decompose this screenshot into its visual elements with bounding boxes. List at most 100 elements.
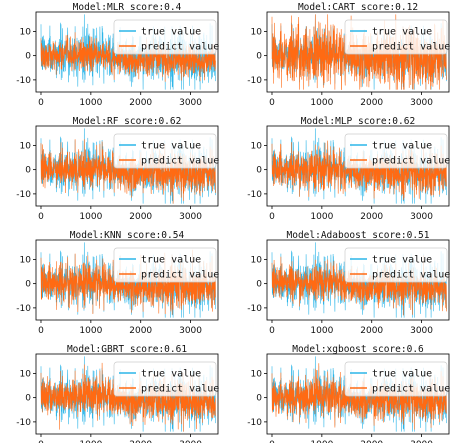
- predict-value-line: [271, 255, 447, 316]
- x-tick-label: 2000: [360, 212, 383, 222]
- x-tick-label: 0: [38, 440, 44, 443]
- legend-label: true value: [372, 369, 432, 380]
- legend-box: [113, 19, 217, 55]
- x-tick-label: 1000: [310, 212, 333, 222]
- y-tick-label: 0: [25, 52, 31, 62]
- x-tick-label: 3000: [410, 440, 433, 443]
- y-tick-label: 10: [251, 255, 263, 265]
- x-tick-label: 0: [38, 98, 44, 108]
- legend: true value predict value: [113, 247, 219, 283]
- subplot-title: Model:Adaboost score:0.51: [287, 230, 430, 241]
- y-tick-label: -10: [16, 76, 31, 86]
- y-tick-label: -10: [16, 304, 31, 314]
- y-tick-label: 10: [20, 27, 32, 37]
- legend-box: [344, 247, 448, 283]
- legend-label: predict value: [141, 384, 219, 395]
- x-tick-label: 1000: [79, 326, 102, 336]
- x-tick-label: 1000: [310, 326, 333, 336]
- subplot-title: Model:MLP score:0.62: [301, 116, 415, 127]
- x-tick-label: 1000: [310, 440, 333, 443]
- legend-label: true value: [141, 369, 201, 380]
- legend-label: predict value: [372, 42, 450, 53]
- subplot-title: Model:GBRT score:0.61: [67, 344, 187, 355]
- x-tick-label: 3000: [410, 326, 433, 336]
- y-tick-label: 0: [256, 394, 262, 404]
- subplot-4: 0 1000 2000 3000 -10 0 10 Model:MLP score:0.62 t…: [247, 116, 450, 222]
- y-tick-label: -10: [16, 190, 31, 200]
- x-tick-label: 2000: [129, 98, 152, 108]
- x-tick-label: 1000: [79, 212, 102, 222]
- subplot-title: Model:KNN score:0.54: [70, 230, 185, 241]
- subplot-title: Model:xgboost score:0.6: [292, 344, 424, 355]
- legend-box: [113, 247, 217, 283]
- subplot-3: 0 1000 2000 3000 -10 0 10 Model:RF score:0.62 tr…: [16, 116, 219, 222]
- x-tick-label: 2000: [129, 440, 152, 443]
- subplot-title: Model:CART score:0.12: [298, 2, 418, 13]
- x-tick-label: 2000: [129, 212, 152, 222]
- legend: true value predict value: [344, 361, 450, 397]
- legend: true value predict value: [344, 19, 450, 55]
- y-tick-label: -10: [247, 304, 262, 314]
- legend: true value predict value: [113, 19, 219, 55]
- subplot-title: Model:MLR score:0.4: [73, 2, 182, 13]
- x-tick-label: 3000: [179, 98, 202, 108]
- y-tick-label: -10: [247, 76, 262, 86]
- predict-value-line: [40, 139, 216, 204]
- x-tick-label: 2000: [360, 440, 383, 443]
- x-tick-label: 0: [269, 212, 275, 222]
- subplot-title: Model:RF score:0.62: [73, 116, 182, 127]
- legend-box: [113, 361, 217, 397]
- legend: true value predict value: [344, 247, 450, 283]
- legend-label: true value: [372, 255, 432, 266]
- x-tick-label: 0: [38, 212, 44, 222]
- y-tick-label: 0: [256, 280, 262, 290]
- subplot-7: 0 1000 2000 3000 -10 0 10 Model:GBRT score:0.61…: [16, 344, 219, 443]
- x-tick-label: 1000: [79, 440, 102, 443]
- legend-label: predict value: [372, 156, 450, 167]
- subplot-1: 0 1000 2000 3000 -10 0 10 Model:MLR score:0.4 tr…: [16, 2, 219, 108]
- subplot-5: 0 1000 2000 3000 -10 0 10 Model:KNN score:0.54 t…: [16, 230, 219, 336]
- legend-label: predict value: [141, 156, 219, 167]
- x-tick-label: 3000: [410, 212, 433, 222]
- legend-label: true value: [141, 141, 201, 152]
- y-tick-label: 0: [256, 52, 262, 62]
- x-tick-label: 2000: [360, 98, 383, 108]
- y-tick-label: 10: [251, 27, 263, 37]
- y-tick-label: -10: [247, 418, 262, 428]
- legend-box: [344, 19, 448, 55]
- y-tick-label: 10: [251, 141, 263, 151]
- x-tick-label: 0: [38, 326, 44, 336]
- y-tick-label: 10: [20, 369, 32, 379]
- legend-box: [344, 133, 448, 169]
- y-tick-label: -10: [247, 190, 262, 200]
- x-tick-label: 2000: [129, 326, 152, 336]
- legend: true value predict value: [113, 361, 219, 397]
- x-tick-label: 3000: [179, 440, 202, 443]
- y-tick-label: 10: [20, 141, 32, 151]
- legend-label: predict value: [141, 42, 219, 53]
- x-tick-label: 0: [269, 326, 275, 336]
- y-tick-label: 10: [20, 255, 32, 265]
- legend: true value predict value: [113, 133, 219, 169]
- legend-label: true value: [141, 27, 201, 38]
- subplot-8: 0 1000 2000 3000 -10 0 10 Model:xgboost score:0…: [247, 344, 450, 443]
- legend-label: true value: [141, 255, 201, 266]
- x-tick-label: 0: [269, 98, 275, 108]
- legend-box: [113, 133, 217, 169]
- x-tick-label: 3000: [410, 98, 433, 108]
- legend-label: predict value: [141, 270, 219, 281]
- y-tick-label: 10: [251, 369, 263, 379]
- x-tick-label: 1000: [310, 98, 333, 108]
- x-tick-label: 3000: [179, 326, 202, 336]
- x-tick-label: 2000: [360, 326, 383, 336]
- subplot-2: 0 1000 2000 3000 -10 0 10 Model:CART score:0.12…: [247, 2, 450, 108]
- y-tick-label: 0: [256, 166, 262, 176]
- y-tick-label: 0: [25, 394, 31, 404]
- legend-label: predict value: [372, 270, 450, 281]
- x-tick-label: 1000: [79, 98, 102, 108]
- x-tick-label: 0: [269, 440, 275, 443]
- y-tick-label: -10: [16, 418, 31, 428]
- predict-value-line: [271, 140, 447, 200]
- y-tick-label: 0: [25, 166, 31, 176]
